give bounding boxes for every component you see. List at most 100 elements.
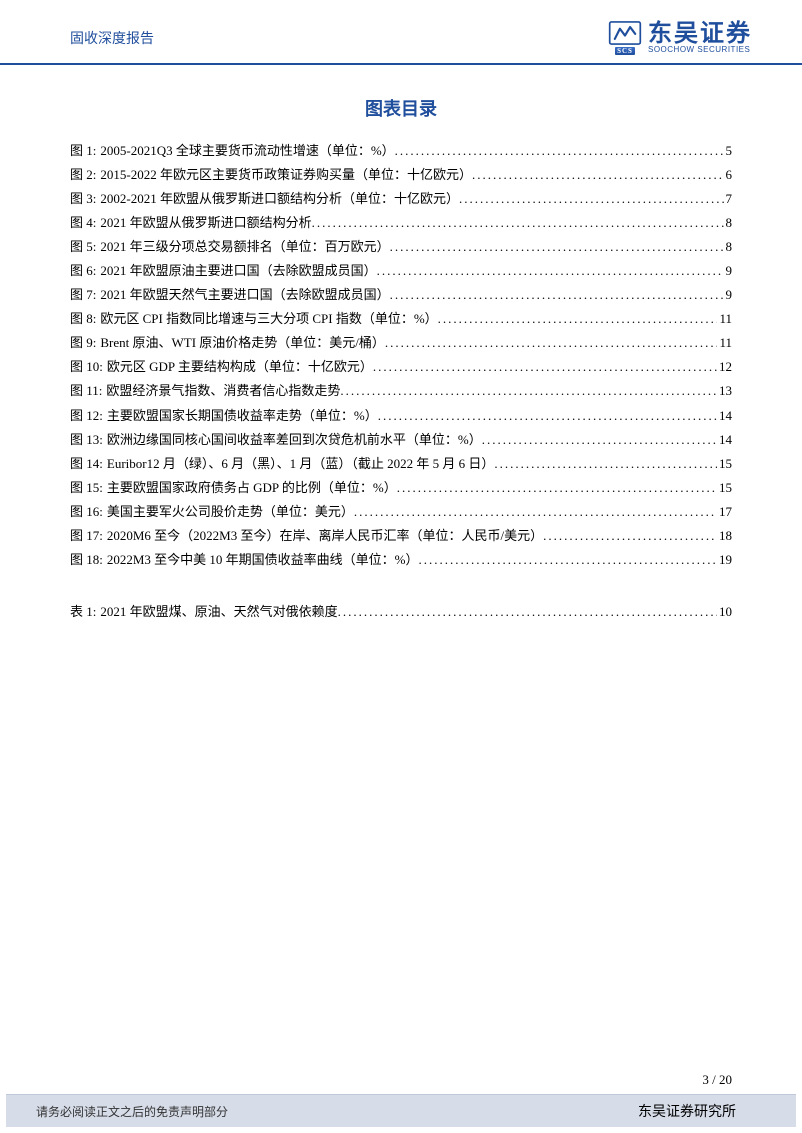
- toc-label: 图 18:: [70, 548, 103, 572]
- toc-label: 图 11:: [70, 379, 102, 403]
- toc-row: 图 9:Brent 原油、WTI 原油价格走势（单位：美元/桶） 11: [70, 331, 732, 355]
- toc-page: 9: [724, 283, 733, 307]
- toc-page: 13: [717, 379, 732, 403]
- logo-scs-text: SCS: [615, 47, 635, 55]
- toc-dots: [419, 548, 717, 572]
- toc-row: 图 12: 主要欧盟国家长期国债收益率走势（单位：%） 14: [70, 404, 732, 428]
- toc-description: 2005-2021Q3 全球主要货币流动性增速（单位：%）: [100, 139, 394, 163]
- toc-page: 14: [717, 428, 732, 452]
- toc-dots: [377, 259, 724, 283]
- toc-label: 图 9:: [70, 331, 96, 355]
- page-number: 3 / 20: [0, 1072, 802, 1094]
- toc-row: 图 16: 美国主要军火公司股价走势（单位：美元）17: [70, 500, 732, 524]
- toc-row: 图 10: 欧元区 GDP 主要结构构成（单位：十亿欧元） 12: [70, 355, 732, 379]
- logo-mark: SCS: [608, 20, 642, 55]
- toc-description: 2021 年欧盟煤、原油、天然气对俄依赖度: [100, 600, 337, 624]
- toc-label: 图 15:: [70, 476, 103, 500]
- toc-page: 11: [717, 307, 732, 331]
- toc-row: 图 7:2021 年欧盟天然气主要进口国（去除欧盟成员国） 9: [70, 283, 732, 307]
- toc-description: 2021 年欧盟天然气主要进口国（去除欧盟成员国）: [100, 283, 389, 307]
- toc-description: 2020M6 至今（2022M3 至今）在岸、离岸人民币汇率（单位：人民币/美元…: [107, 524, 543, 548]
- toc-description: 2022M3 至今中美 10 年期国债收益率曲线（单位：%）: [107, 548, 419, 572]
- toc-page: 14: [717, 404, 732, 428]
- tables-list: 表 1:2021 年欧盟煤、原油、天然气对俄依赖度 10: [70, 600, 732, 624]
- toc-row: 图 5:2021 年三级分项总交易额排名（单位：百万欧元）8: [70, 235, 732, 259]
- toc-row: 图 17: 2020M6 至今（2022M3 至今）在岸、离岸人民币汇率（单位：…: [70, 524, 732, 548]
- content-area: 图表目录 图 1:2005-2021Q3 全球主要货币流动性增速（单位：%）5图…: [0, 65, 802, 624]
- toc-description: 美国主要军火公司股价走势（单位：美元）: [107, 500, 354, 524]
- toc-dots: [338, 600, 717, 624]
- toc-dots: [472, 163, 724, 187]
- figures-list: 图 1:2005-2021Q3 全球主要货币流动性增速（单位：%）5图 2:20…: [70, 139, 732, 572]
- toc-label: 图 8:: [70, 307, 96, 331]
- toc-description: 2021 年欧盟从俄罗斯进口额结构分析: [100, 211, 311, 235]
- toc-row: 图 4:2021 年欧盟从俄罗斯进口额结构分析8: [70, 211, 732, 235]
- toc-page: 19: [717, 548, 732, 572]
- toc-dots: [390, 283, 724, 307]
- toc-dots: [543, 524, 717, 548]
- toc-page: 10: [717, 600, 732, 624]
- toc-dots: [378, 404, 717, 428]
- toc-description: 主要欧盟国家长期国债收益率走势（单位：%）: [107, 404, 378, 428]
- toc-dots: [397, 476, 717, 500]
- toc-page: 18: [717, 524, 732, 548]
- toc-dots: [459, 187, 724, 211]
- toc-dots: [482, 428, 717, 452]
- toc-description: Brent 原油、WTI 原油价格走势（单位：美元/桶）: [100, 331, 385, 355]
- toc-page: 15: [717, 476, 732, 500]
- toc-description: 2021 年欧盟原油主要进口国（去除欧盟成员国）: [100, 259, 376, 283]
- toc-dots: [354, 500, 717, 524]
- toc-row: 图 1:2005-2021Q3 全球主要货币流动性增速（单位：%） 5: [70, 139, 732, 163]
- toc-row: 图 11: 欧盟经济景气指数、消费者信心指数走势 13: [70, 379, 732, 403]
- toc-description: 欧元区 GDP 主要结构构成（单位：十亿欧元）: [107, 355, 373, 379]
- toc-page: 5: [724, 139, 733, 163]
- toc-label: 图 1:: [70, 139, 96, 163]
- toc-description: 欧洲边缘国同核心国间收益率差回到次贷危机前水平（单位：%）: [107, 428, 482, 452]
- toc-label: 图 10:: [70, 355, 103, 379]
- logo-text-block: 东吴证券 SOOCHOW SECURITIES: [648, 22, 752, 54]
- toc-label: 图 2:: [70, 163, 96, 187]
- toc-description: 2015-2022 年欧元区主要货币政策证券购买量（单位：十亿欧元）: [100, 163, 472, 187]
- toc-description: 2002-2021 年欧盟从俄罗斯进口额结构分析（单位：十亿欧元）: [100, 187, 459, 211]
- toc-page: 7: [724, 187, 733, 211]
- toc-description: Euribor12 月（绿）、6 月（黑）、1 月（蓝）（截止 2022 年 5…: [107, 452, 494, 476]
- report-type-label: 固收深度报告: [70, 28, 154, 48]
- toc-dots: [373, 355, 717, 379]
- toc-label: 表 1:: [70, 600, 96, 624]
- toc-label: 图 6:: [70, 259, 96, 283]
- toc-row: 图 8:欧元区 CPI 指数同比增速与三大分项 CPI 指数（单位：%）11: [70, 307, 732, 331]
- toc-page: 11: [717, 331, 732, 355]
- toc-description: 主要欧盟国家政府债务占 GDP 的比例（单位：%）: [107, 476, 397, 500]
- page-header: 固收深度报告 SCS 东吴证券 SOOCHOW SECURITIES: [0, 0, 802, 65]
- disclaimer-text: 请务必阅读正文之后的免责声明部分: [36, 1103, 228, 1120]
- toc-label: 图 16:: [70, 500, 103, 524]
- toc-page: 6: [724, 163, 733, 187]
- logo-chinese: 东吴证券: [648, 22, 752, 46]
- toc-page: 15: [717, 452, 732, 476]
- toc-label: 图 12:: [70, 404, 103, 428]
- logo-english: SOOCHOW SECURITIES: [648, 46, 752, 54]
- toc-label: 图 14:: [70, 452, 103, 476]
- toc-page: 8: [724, 235, 733, 259]
- toc-row: 图 2:2015-2022 年欧元区主要货币政策证券购买量（单位：十亿欧元） 6: [70, 163, 732, 187]
- toc-label: 图 5:: [70, 235, 96, 259]
- toc-dots: [395, 139, 724, 163]
- toc-row: 图 13: 欧洲边缘国同核心国间收益率差回到次贷危机前水平（单位：%） 14: [70, 428, 732, 452]
- footer-bar: 请务必阅读正文之后的免责声明部分 东吴证券研究所: [6, 1094, 796, 1127]
- toc-label: 图 4:: [70, 211, 96, 235]
- page-current: 3: [702, 1072, 709, 1087]
- toc-description: 欧盟经济景气指数、消费者信心指数走势: [106, 379, 340, 403]
- toc-label: 图 7:: [70, 283, 96, 307]
- institute-name: 东吴证券研究所: [638, 1101, 736, 1121]
- toc-label: 图 17:: [70, 524, 103, 548]
- page-total: 20: [719, 1072, 732, 1087]
- toc-dots: [385, 331, 718, 355]
- logo-icon: [608, 20, 642, 46]
- toc-page: 9: [724, 259, 733, 283]
- toc-label: 图 13:: [70, 428, 103, 452]
- toc-title: 图表目录: [70, 95, 732, 121]
- toc-row: 图 3:2002-2021 年欧盟从俄罗斯进口额结构分析（单位：十亿欧元）7: [70, 187, 732, 211]
- toc-dots: [494, 452, 717, 476]
- toc-page: 12: [717, 355, 732, 379]
- toc-row: 图 18: 2022M3 至今中美 10 年期国债收益率曲线（单位：%） 19: [70, 548, 732, 572]
